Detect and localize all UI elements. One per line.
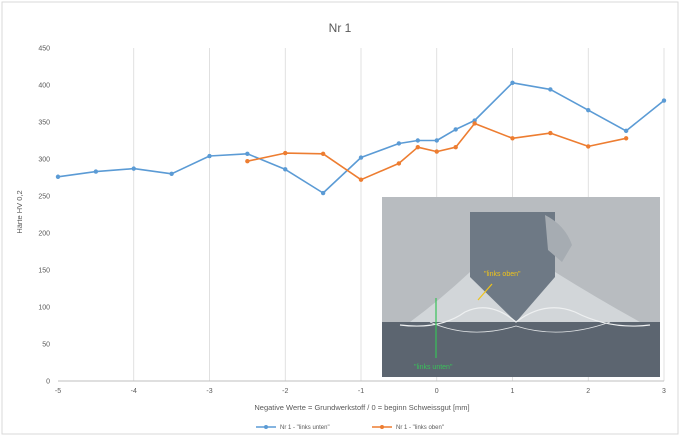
series-2 xyxy=(245,121,629,182)
data-point xyxy=(510,136,515,141)
data-point xyxy=(472,121,477,126)
data-point xyxy=(510,80,515,85)
legend-item-2: Nr 1 - "links oben" xyxy=(372,425,444,431)
inset-base-plate xyxy=(382,322,660,377)
data-point xyxy=(586,144,591,149)
data-point xyxy=(93,169,99,174)
data-point xyxy=(169,171,174,176)
data-point xyxy=(415,138,421,143)
inset-label-bottom: "links unten" xyxy=(414,364,453,371)
data-point xyxy=(131,166,136,171)
inset-fusion-line xyxy=(399,307,651,327)
y-tick-label: 0 xyxy=(46,379,50,386)
data-point xyxy=(320,190,326,196)
data-point xyxy=(623,136,629,141)
data-point xyxy=(434,149,439,154)
data-point xyxy=(358,177,364,182)
data-point xyxy=(358,155,364,160)
y-tick-label: 50 xyxy=(42,342,50,349)
y-axis-label: Härte HV 0,2 xyxy=(15,190,24,233)
x-tick-label: -5 xyxy=(55,388,61,395)
legend-swatch-marker xyxy=(264,425,268,429)
inset-top-marker xyxy=(477,283,493,301)
data-point xyxy=(548,130,553,136)
series-layer xyxy=(55,80,667,196)
x-axis-label: Negative Werte = Grundwerkstoff / 0 = be… xyxy=(254,403,469,412)
y-tick-label: 250 xyxy=(38,194,50,201)
x-tick-label: -4 xyxy=(131,388,137,395)
data-point xyxy=(396,141,402,146)
y-tick-label: 150 xyxy=(38,268,50,275)
x-tick-label: 0 xyxy=(435,388,439,395)
data-point xyxy=(623,128,629,134)
series-1 xyxy=(55,80,667,196)
legend-label: Nr 1 - "links unten" xyxy=(280,425,330,431)
data-point xyxy=(396,161,402,166)
legend-swatch-marker xyxy=(380,425,384,429)
y-tick-label: 400 xyxy=(38,83,50,90)
data-point xyxy=(245,159,250,164)
x-tick-label: 3 xyxy=(662,388,666,395)
data-point xyxy=(661,98,667,103)
data-point xyxy=(434,138,439,143)
data-point xyxy=(548,87,553,92)
y-tick-label: 200 xyxy=(38,231,50,238)
data-point xyxy=(320,151,326,157)
legend-item-1: Nr 1 - "links unten" xyxy=(256,425,330,431)
x-tick-label: -3 xyxy=(206,388,212,395)
y-tick-label: 350 xyxy=(38,120,50,127)
x-tick-label: 2 xyxy=(586,388,590,395)
data-point xyxy=(245,151,250,157)
data-point xyxy=(453,127,458,132)
data-point xyxy=(586,107,591,113)
legend-label: Nr 1 - "links oben" xyxy=(396,425,444,431)
data-point xyxy=(207,153,212,159)
inset-haz-line xyxy=(429,321,611,333)
chart-title: Nr 1 xyxy=(329,21,352,35)
x-tick-label: -2 xyxy=(282,388,288,395)
y-tick-label: 100 xyxy=(38,305,50,312)
inset-vertical-member xyxy=(470,212,555,277)
data-point xyxy=(453,144,458,150)
data-point xyxy=(283,150,288,156)
data-point xyxy=(55,174,61,179)
y-tick-label: 450 xyxy=(38,46,50,53)
y-tick-label: 300 xyxy=(38,157,50,164)
axes: -5 -4 -3 -2 -1 0 1 2 3 0 50 100 150 200 250 300 350 400 45… xyxy=(38,46,666,396)
inset-photo: "links oben" "links unten" xyxy=(382,197,660,377)
inset-label-top: "links oben" xyxy=(484,271,521,278)
data-point xyxy=(283,167,288,172)
inset-member-tip xyxy=(470,277,555,322)
inset-weld-spatter xyxy=(545,215,572,262)
data-point xyxy=(415,144,421,150)
legend: Nr 1 - "links unten" Nr 1 - "links oben" xyxy=(256,425,444,431)
x-tick-label: 1 xyxy=(511,388,515,395)
x-tick-label: -1 xyxy=(358,388,364,395)
